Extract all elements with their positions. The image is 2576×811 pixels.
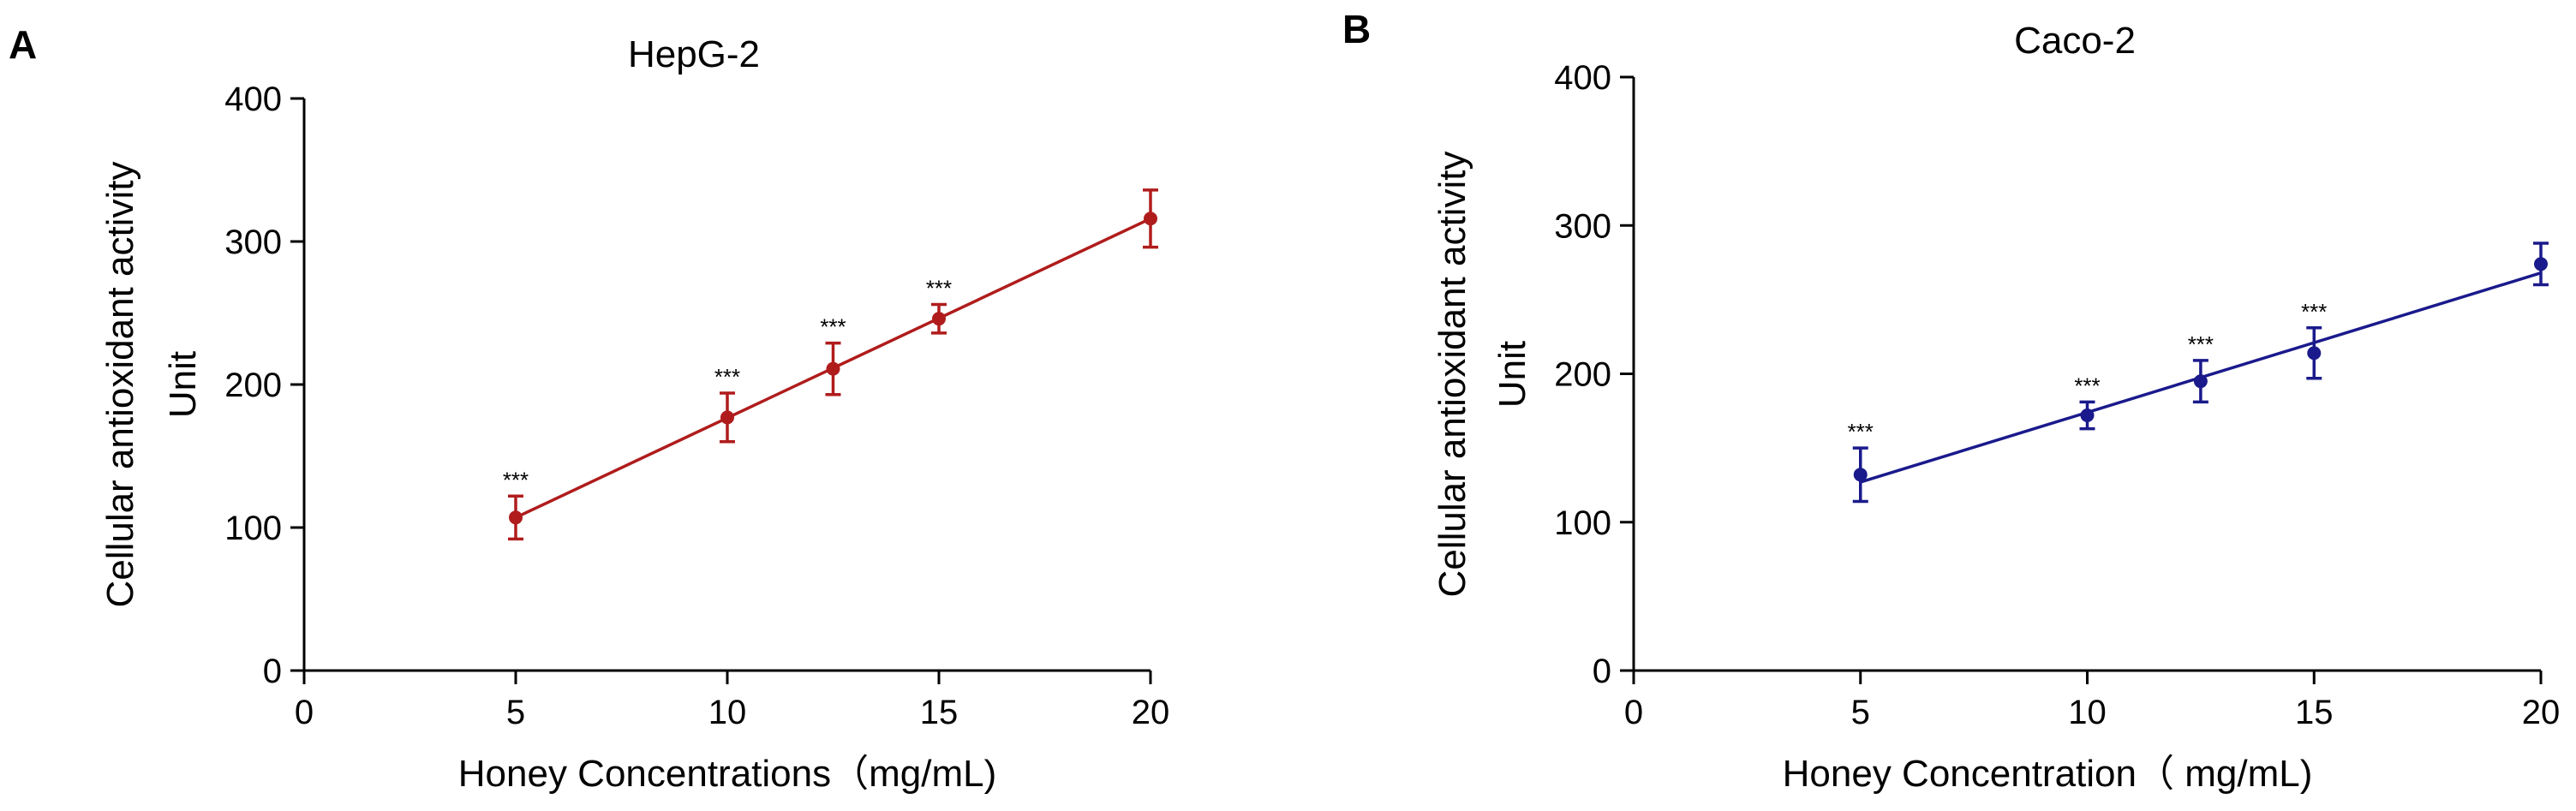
- y-axis-title-line2: Unit: [162, 351, 204, 418]
- x-tick-label: 5: [1851, 694, 1870, 731]
- y-ticks: 0 100 200 300 400: [1554, 59, 1634, 690]
- y-axis-title-line2: Unit: [1491, 341, 1533, 408]
- data-point: [720, 410, 734, 425]
- x-tick-label: 0: [295, 694, 314, 731]
- data-point: [1853, 468, 1868, 482]
- y-tick-label: 400: [1554, 59, 1611, 97]
- data-point: [2307, 346, 2322, 361]
- significance-label: ***: [714, 364, 740, 390]
- x-tick-label: 10: [708, 694, 747, 731]
- data-point: [509, 510, 523, 525]
- y-axis-title-line1: Cellular antioxidant activity: [1431, 152, 1473, 598]
- data-point: [1144, 212, 1157, 226]
- x-tick-label: 15: [2295, 694, 2334, 731]
- data-point: [2080, 408, 2095, 423]
- data-point: [2193, 374, 2208, 389]
- y-ticks: 0 100 200 300 400: [224, 81, 304, 690]
- y-tick-label: 400: [224, 81, 282, 118]
- significance-label: ***: [820, 314, 846, 340]
- significance-label: ***: [503, 467, 529, 492]
- y-tick-label: 300: [224, 224, 282, 261]
- x-tick-label: 5: [506, 694, 525, 731]
- significance-label: ***: [2188, 331, 2214, 357]
- data-point: [932, 312, 946, 326]
- data-marks: *** *** *** ***: [503, 188, 1158, 541]
- x-axis-title: Honey Concentration（ mg/mL): [1783, 753, 2313, 795]
- y-tick-label: 200: [224, 367, 282, 404]
- x-tick-label: 15: [920, 694, 959, 731]
- y-tick-label: 300: [1554, 207, 1611, 245]
- significance-label: ***: [1848, 419, 1874, 444]
- y-tick-label: 100: [1554, 504, 1611, 542]
- x-ticks: 0 5 10 15 20: [1624, 671, 2560, 731]
- x-tick-label: 20: [2522, 694, 2561, 731]
- panel-letter-b: B: [1342, 7, 1371, 51]
- data-marks: *** *** *** ***: [1848, 242, 2549, 504]
- data-point: [2534, 257, 2548, 271]
- significance-label: ***: [2301, 299, 2327, 325]
- y-axis-title-line1: Cellular antioxidant activity: [99, 162, 141, 608]
- y-tick-label: 200: [1554, 356, 1611, 394]
- y-tick-label: 0: [263, 653, 282, 690]
- x-tick-label: 10: [2068, 694, 2107, 731]
- x-ticks: 0 5 10 15 20: [295, 671, 1169, 731]
- x-tick-label: 20: [1132, 694, 1170, 731]
- data-point: [826, 361, 840, 376]
- significance-label: ***: [926, 275, 952, 301]
- chart-title-hepg2: HepG-2: [628, 33, 760, 75]
- y-tick-label: 100: [224, 510, 282, 547]
- panel-letter-a: A: [9, 22, 37, 67]
- x-axis-title: Honey Concentrations（mg/mL): [458, 753, 996, 795]
- significance-label: ***: [2074, 373, 2100, 398]
- y-tick-label: 0: [1593, 653, 1611, 690]
- x-tick-label: 0: [1624, 694, 1643, 731]
- chart-title-caco2: Caco-2: [2014, 20, 2136, 62]
